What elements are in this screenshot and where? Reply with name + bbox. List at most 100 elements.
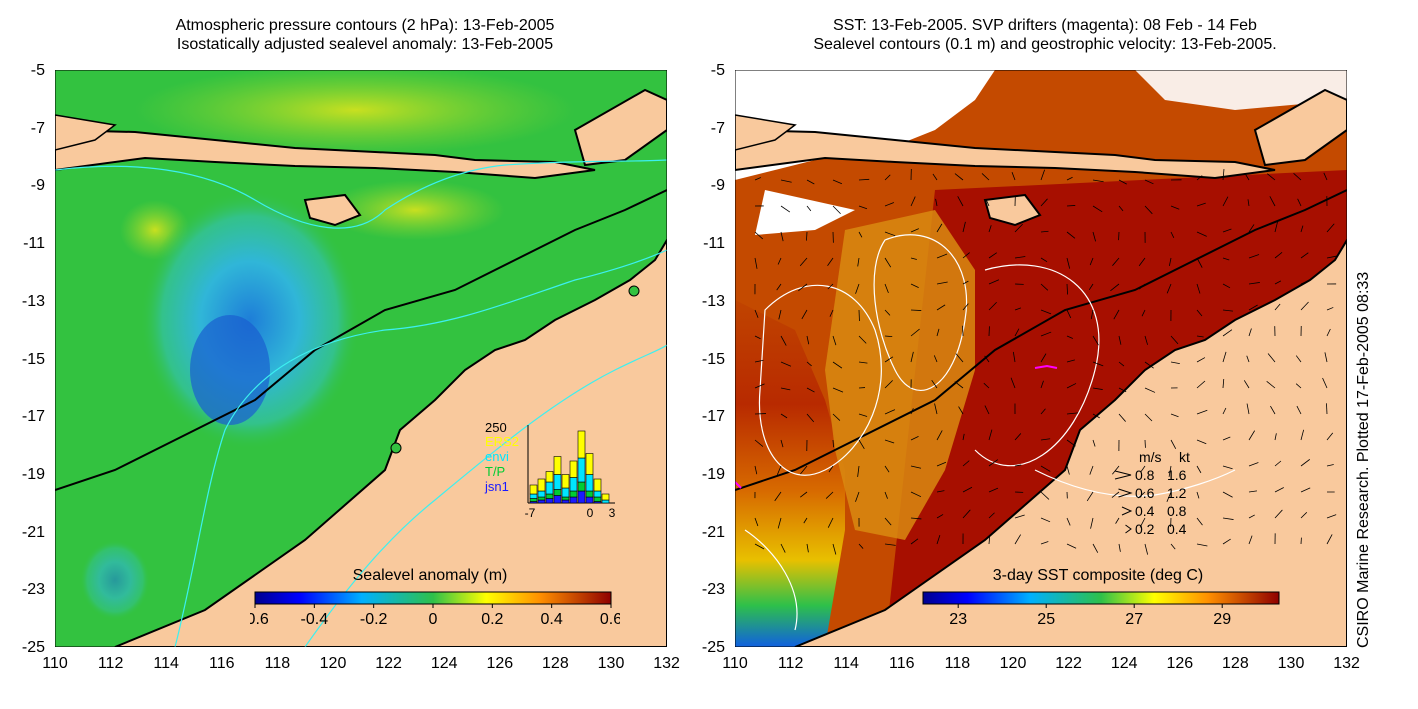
velocity-arrow: [806, 413, 815, 423]
velocity-arrow: [1014, 328, 1020, 337]
velocity-arrow: [1113, 309, 1120, 320]
velocity-arrow: [827, 283, 834, 290]
velocity-arrow: [933, 355, 938, 363]
velocity-arrow: [1196, 202, 1206, 207]
velocity-arrow: [1326, 307, 1334, 311]
velocity-arrow: [1196, 231, 1207, 237]
velocity-arrow: [1092, 179, 1104, 183]
velocity-arrow: [1144, 179, 1154, 185]
velocity-arrow: [806, 543, 809, 553]
velocity-legend-kt: 0.4: [1167, 521, 1187, 537]
velocity-arrow: [832, 387, 844, 393]
velocity-arrow: [1170, 439, 1177, 449]
right-land-lesser-sunda: [735, 128, 1276, 180]
velocity-arrow: [1118, 205, 1124, 212]
left-lat-tick: -25: [21, 639, 45, 656]
velocity-arrow: [1196, 283, 1201, 294]
left-lat-tick: -23: [21, 581, 45, 599]
left-lon-tick: 116: [209, 655, 235, 672]
velocity-arrow: [1140, 465, 1146, 472]
velocity-arrow: [1222, 538, 1231, 545]
velocity-arrow: [1092, 335, 1099, 346]
velocity-arrow: [858, 543, 864, 549]
velocity-arrow: [858, 439, 865, 450]
velocity-arrow: [910, 491, 922, 498]
velocity-arrow: [1092, 439, 1096, 447]
histogram-bar: [569, 460, 578, 478]
velocity-arrow: [806, 361, 812, 367]
velocity-arrow: [1011, 172, 1016, 181]
left-lon-tick: 124: [430, 655, 458, 672]
left-land-lesser-sunda: [55, 128, 596, 180]
velocity-arrow: [858, 231, 863, 238]
right-sealevel-contour-3: [974, 264, 1100, 467]
left-sea-high-north: [135, 70, 575, 155]
left-map-title-line1: Atmospheric pressure contours (2 hPa): 1…: [175, 17, 555, 34]
velocity-arrow: [1295, 355, 1302, 363]
velocity-arrow: [1014, 256, 1026, 259]
histogram-bar: [529, 498, 538, 502]
velocity-arrow: [988, 225, 992, 233]
velocity-arrow: [984, 355, 990, 363]
left-lon-tick: 118: [264, 655, 291, 672]
velocity-arrow: [1040, 230, 1049, 233]
velocity-arrow: [1040, 408, 1046, 415]
right-bathymetry-contour: [735, 189, 1347, 491]
histogram-bar: [553, 495, 562, 504]
velocity-arrow: [1066, 335, 1074, 339]
velocity-arrow: [1300, 301, 1309, 311]
histogram-bar: [585, 496, 594, 504]
velocity-legend-ms: 0.6: [1135, 485, 1155, 501]
velocity-arrow: [780, 543, 786, 553]
velocity-arrow: [1144, 387, 1156, 393]
velocity-arrow: [1010, 377, 1016, 389]
left-sea-high-timor: [325, 180, 505, 240]
left-land-australia: [114, 238, 667, 647]
velocity-arrow: [1118, 361, 1125, 367]
velocity-arrow: [1270, 405, 1276, 415]
left-pressure-contour-1: [55, 159, 667, 229]
right-lat-tick: -25: [701, 639, 725, 656]
velocity-arrow: [954, 381, 964, 389]
histogram-legend-entry: envi: [485, 449, 509, 464]
histogram-bar: [561, 474, 570, 489]
velocity-legend-rows: 0.8 1.6 0.6 1.2 0.4 0.8 0.2 0.4: [1114, 467, 1187, 537]
velocity-arrow: [1266, 381, 1276, 389]
velocity-arrow: [1196, 357, 1206, 363]
velocity-arrow: [936, 534, 941, 545]
velocity-arrow: [910, 351, 914, 363]
velocity-arrow: [778, 309, 782, 320]
velocity-arrow: [962, 433, 965, 441]
right-lon-tick: 118: [944, 655, 971, 672]
colorbar-tick-label: -0.4: [301, 611, 329, 624]
velocity-arrow: [955, 353, 964, 363]
velocity-arrow: [1092, 231, 1096, 242]
velocity-arrow: [1222, 491, 1233, 498]
velocity-arrow: [1040, 491, 1050, 500]
velocity-arrow: [1274, 280, 1282, 285]
velocity-arrow: [935, 198, 938, 207]
histogram-bar: [529, 493, 538, 499]
velocity-legend-kt: 1.2: [1167, 485, 1187, 501]
right-lon-tick: 124: [1110, 655, 1138, 672]
velocity-legend-ms: 0.4: [1135, 503, 1155, 519]
left-map: [55, 70, 667, 647]
velocity-arrow: [884, 283, 889, 294]
velocity-arrow: [1040, 169, 1046, 181]
velocity-arrow: [1222, 351, 1227, 363]
velocity-arrow: [1168, 257, 1172, 266]
velocity-arrow: [1166, 491, 1172, 502]
velocity-arrow: [1089, 465, 1094, 475]
right-map-title: SST: 13-Feb-2005. SVP drifters (magenta)…: [740, 16, 1350, 54]
colorbar-tick-label: 0.6: [600, 611, 620, 624]
left-station-marker-1: [390, 442, 402, 454]
velocity-arrow: [1248, 304, 1258, 311]
velocity-arrow: [962, 280, 969, 285]
histogram-max-label: 250: [485, 420, 507, 435]
velocity-arrow: [1326, 514, 1337, 519]
velocity-arrow: [777, 257, 782, 265]
velocity-arrow: [1274, 509, 1283, 519]
velocity-arrow: [934, 403, 938, 415]
velocity-arrow: [829, 309, 834, 317]
